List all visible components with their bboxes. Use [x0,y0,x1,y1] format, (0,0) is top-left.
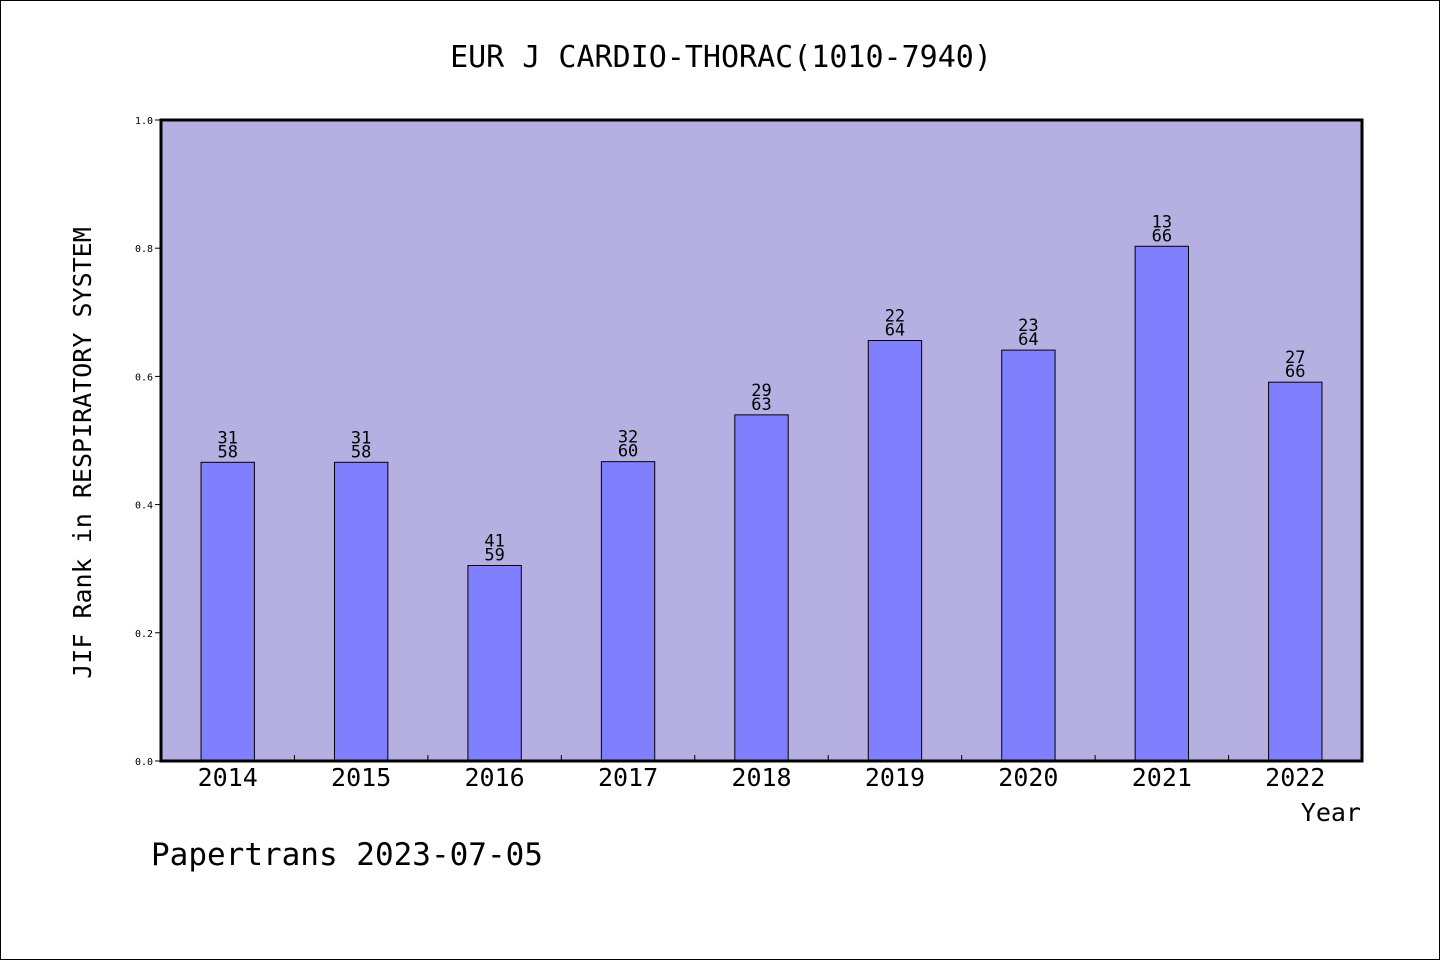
x-tick-label: 2019 [865,763,925,792]
bar-rank-label: 23 [1018,316,1038,336]
y-tick-label: 0.8 [135,244,153,255]
bar-total-label: 66 [1152,226,1172,246]
bar-2019 [867,340,923,762]
x-axis: 2014 2015 2016 2017 2018 2019 2020 2021 2022 [198,755,1325,792]
x-tick-label: 2018 [731,763,791,792]
x-tick-label: 2022 [1265,763,1325,792]
x-axis-label: Year [1301,798,1361,827]
x-tick-label: 2020 [998,763,1058,792]
bar-2022 [1268,381,1323,762]
bar-total-label: 58 [351,442,371,462]
bar-total-label: 64 [1018,330,1038,350]
bar-rank-label: 31 [351,428,371,448]
bar-2020 [1001,349,1056,762]
bar-total-label: 63 [751,395,771,415]
bar-total-label: 64 [885,321,905,341]
bar-2016 [467,564,522,762]
y-tick-label: 0.6 [135,372,153,383]
bar-rank-label: 31 [217,428,237,448]
bar-rank-label: 32 [618,428,638,448]
bar-2017 [600,461,656,762]
bar-total-label: 66 [1285,362,1305,382]
footer-source: Papertrans 2023-07-05 [151,837,543,873]
x-tick-label: 2014 [198,763,258,792]
bar-2014 [200,461,255,762]
y-axis: 0.0 0.2 0.4 0.6 0.8 1.0 [135,116,161,768]
chart-title: EUR J CARDIO-THORAC(1010-7940) [450,40,992,75]
x-tick-label: 2017 [598,763,658,792]
bar-rank-label: 13 [1152,212,1172,232]
bar-total-label: 59 [484,545,504,565]
bar-2021 [1134,245,1190,762]
y-tick-label: 0.4 [135,501,153,512]
bar-rank-label: 22 [885,307,905,327]
y-tick-label: 0.0 [135,757,153,768]
bar-2015 [333,461,389,762]
bar-rank-label: 41 [484,531,504,551]
x-tick-label: 2015 [331,763,391,792]
x-tick-label: 2021 [1132,763,1192,792]
y-tick-label: 1.0 [135,116,153,127]
bar-total-label: 58 [217,442,237,462]
x-tick-label: 2016 [465,763,525,792]
bar-rank-label: 27 [1285,348,1305,368]
y-axis-label: JIF Rank in RESPIRATORY SYSTEM [68,227,97,679]
bar-total-label: 60 [618,442,638,462]
bar-2018 [734,414,789,762]
y-tick-label: 0.2 [135,629,153,640]
bar-rank-label: 29 [751,381,771,401]
plot-border [159,118,1364,763]
